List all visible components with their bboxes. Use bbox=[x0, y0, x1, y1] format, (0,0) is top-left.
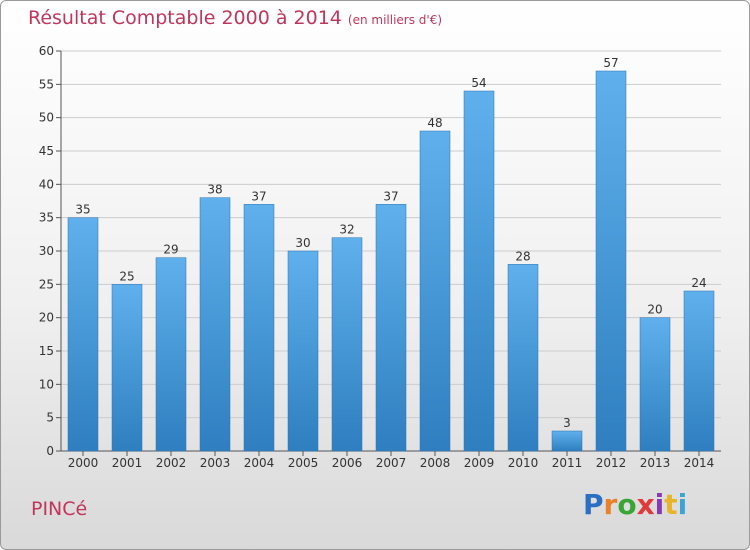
chart-title: Résultat Comptable 2000 à 2014 (en millie… bbox=[28, 7, 442, 29]
x-tick-label: 2003 bbox=[200, 456, 231, 470]
x-tick-label: 2001 bbox=[112, 456, 143, 470]
bar-value-label: 35 bbox=[75, 203, 90, 217]
x-tick-label: 2014 bbox=[684, 456, 715, 470]
logo-letter: r bbox=[603, 488, 618, 521]
bar bbox=[287, 250, 319, 452]
logo-letter: o bbox=[617, 488, 637, 521]
y-tick-label: 30 bbox=[39, 244, 54, 258]
bar-value-label: 57 bbox=[603, 56, 618, 70]
x-tick-label: 2000 bbox=[68, 456, 99, 470]
bar bbox=[551, 430, 583, 452]
bar-value-label: 29 bbox=[163, 243, 178, 257]
logo-letter: i bbox=[654, 488, 665, 521]
bar bbox=[595, 70, 627, 452]
y-tick-label: 15 bbox=[39, 344, 54, 358]
x-tick-label: 2004 bbox=[244, 456, 275, 470]
y-tick-label: 20 bbox=[39, 311, 54, 325]
bar-value-label: 20 bbox=[647, 303, 662, 317]
bar-value-label: 48 bbox=[427, 116, 442, 130]
y-tick-label: 10 bbox=[39, 377, 54, 391]
bar-value-label: 38 bbox=[207, 183, 222, 197]
y-tick-label: 5 bbox=[46, 411, 54, 425]
logo-letter: P bbox=[583, 488, 604, 521]
y-tick-label: 55 bbox=[39, 77, 54, 91]
logo-letter: x bbox=[636, 488, 655, 521]
x-tick-label: 2012 bbox=[596, 456, 627, 470]
y-tick-label: 45 bbox=[39, 144, 54, 158]
bar-value-label: 30 bbox=[295, 236, 310, 250]
x-tick-label: 2013 bbox=[640, 456, 671, 470]
title-subtitle: (en milliers d'€) bbox=[347, 13, 443, 27]
logo-letter: i bbox=[677, 488, 688, 521]
bar bbox=[243, 204, 275, 452]
bars bbox=[67, 70, 715, 452]
bar bbox=[111, 284, 143, 452]
labels: 0 5 10 15 20 25 30 35 40 45 50 55 60 35 2000 25 2001 29 20… bbox=[39, 44, 715, 470]
bar-value-label: 54 bbox=[471, 76, 486, 90]
bar bbox=[199, 197, 231, 452]
y-tick-label: 0 bbox=[46, 444, 54, 458]
bar-value-label: 3 bbox=[563, 416, 571, 430]
bar bbox=[507, 264, 539, 452]
bar bbox=[155, 257, 187, 452]
bar-value-label: 37 bbox=[251, 189, 266, 203]
x-tick-label: 2002 bbox=[156, 456, 187, 470]
title-main: Résultat Comptable 2000 à 2014 bbox=[28, 7, 342, 29]
bar-value-label: 24 bbox=[691, 276, 706, 290]
x-tick-label: 2007 bbox=[376, 456, 407, 470]
bar bbox=[331, 237, 363, 452]
y-tick-label: 35 bbox=[39, 211, 54, 225]
bar-value-label: 37 bbox=[383, 189, 398, 203]
bar bbox=[375, 204, 407, 452]
bar bbox=[419, 130, 451, 452]
y-tick-label: 50 bbox=[39, 111, 54, 125]
logo-letter: t bbox=[664, 488, 678, 521]
x-tick-label: 2008 bbox=[420, 456, 451, 470]
y-tick-label: 60 bbox=[39, 44, 54, 58]
bar-value-label: 32 bbox=[339, 223, 354, 237]
bar-value-label: 25 bbox=[119, 269, 134, 283]
y-tick-label: 25 bbox=[39, 277, 54, 291]
y-tick-label: 40 bbox=[39, 177, 54, 191]
x-tick-label: 2009 bbox=[464, 456, 495, 470]
bar-value-label: 28 bbox=[515, 249, 530, 263]
bar bbox=[683, 290, 715, 452]
x-tick-label: 2005 bbox=[288, 456, 319, 470]
commune-name: PINCé bbox=[31, 498, 88, 520]
bar bbox=[639, 317, 671, 452]
x-tick-label: 2011 bbox=[552, 456, 583, 470]
bar bbox=[67, 217, 99, 452]
x-tick-label: 2006 bbox=[332, 456, 363, 470]
x-tick-label: 2010 bbox=[508, 456, 539, 470]
bar bbox=[463, 90, 495, 452]
proxiti-logo[interactable]: Proxiti bbox=[583, 488, 687, 521]
